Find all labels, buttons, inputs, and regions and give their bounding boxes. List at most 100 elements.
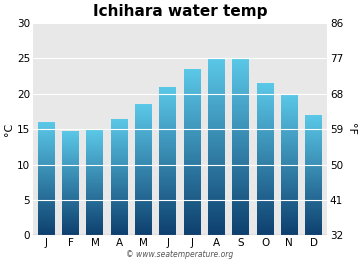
- Bar: [184, 199, 201, 200]
- Bar: [305, 191, 322, 192]
- Bar: [184, 125, 201, 126]
- Bar: [135, 121, 152, 122]
- Bar: [62, 179, 79, 180]
- Bar: [159, 166, 176, 167]
- Bar: [38, 230, 55, 231]
- Bar: [38, 147, 55, 148]
- Bar: [281, 225, 298, 226]
- Bar: [86, 195, 103, 196]
- Bar: [257, 152, 274, 153]
- Bar: [38, 211, 55, 212]
- Bar: [135, 108, 152, 109]
- Bar: [38, 213, 55, 214]
- Bar: [111, 153, 128, 154]
- Bar: [38, 133, 55, 134]
- Bar: [135, 180, 152, 181]
- Bar: [257, 221, 274, 222]
- Bar: [159, 167, 176, 168]
- Bar: [111, 222, 128, 223]
- Bar: [281, 179, 298, 180]
- Bar: [208, 222, 225, 223]
- Bar: [208, 139, 225, 140]
- Bar: [305, 209, 322, 210]
- Bar: [135, 189, 152, 190]
- Bar: [86, 148, 103, 149]
- Bar: [232, 202, 249, 203]
- Bar: [38, 148, 55, 149]
- Bar: [208, 108, 225, 109]
- Bar: [232, 126, 249, 127]
- Bar: [232, 58, 249, 59]
- Bar: [184, 207, 201, 208]
- Bar: [111, 203, 128, 204]
- Bar: [184, 124, 201, 125]
- Bar: [208, 175, 225, 176]
- Bar: [135, 192, 152, 193]
- Bar: [38, 166, 55, 167]
- Bar: [135, 226, 152, 227]
- Bar: [184, 163, 201, 164]
- Bar: [135, 147, 152, 148]
- Bar: [281, 98, 298, 99]
- Bar: [62, 215, 79, 216]
- Bar: [111, 220, 128, 221]
- Bar: [184, 150, 201, 151]
- Bar: [305, 169, 322, 170]
- Bar: [257, 172, 274, 173]
- Bar: [159, 130, 176, 131]
- Bar: [159, 109, 176, 110]
- Bar: [135, 125, 152, 126]
- Bar: [159, 178, 176, 179]
- Bar: [159, 98, 176, 99]
- Bar: [305, 115, 322, 116]
- Bar: [159, 123, 176, 124]
- Bar: [86, 218, 103, 219]
- Bar: [38, 175, 55, 176]
- Bar: [232, 134, 249, 135]
- Bar: [232, 138, 249, 139]
- Bar: [111, 139, 128, 140]
- Bar: [305, 199, 322, 200]
- Bar: [184, 204, 201, 205]
- Bar: [281, 219, 298, 220]
- Bar: [208, 62, 225, 63]
- Bar: [257, 186, 274, 187]
- Bar: [62, 187, 79, 188]
- Bar: [232, 177, 249, 178]
- Bar: [159, 152, 176, 153]
- Bar: [184, 223, 201, 224]
- Bar: [135, 169, 152, 170]
- Bar: [62, 144, 79, 145]
- Bar: [232, 149, 249, 150]
- Bar: [257, 164, 274, 165]
- Bar: [135, 118, 152, 119]
- Bar: [232, 93, 249, 94]
- Bar: [38, 205, 55, 206]
- Bar: [62, 157, 79, 158]
- Bar: [208, 215, 225, 216]
- Bar: [281, 223, 298, 224]
- Bar: [232, 110, 249, 112]
- Bar: [86, 225, 103, 226]
- Bar: [232, 129, 249, 130]
- Bar: [135, 205, 152, 206]
- Bar: [305, 153, 322, 154]
- Bar: [184, 112, 201, 113]
- Bar: [184, 155, 201, 156]
- Bar: [208, 198, 225, 199]
- Bar: [38, 204, 55, 205]
- Bar: [184, 69, 201, 70]
- Bar: [208, 126, 225, 127]
- Bar: [135, 199, 152, 200]
- Bar: [257, 173, 274, 174]
- Bar: [232, 60, 249, 61]
- Bar: [257, 163, 274, 164]
- Bar: [111, 208, 128, 209]
- Bar: [208, 178, 225, 179]
- Bar: [111, 229, 128, 230]
- Bar: [281, 143, 298, 144]
- Bar: [159, 126, 176, 127]
- Bar: [111, 171, 128, 172]
- Bar: [232, 133, 249, 134]
- Bar: [38, 153, 55, 154]
